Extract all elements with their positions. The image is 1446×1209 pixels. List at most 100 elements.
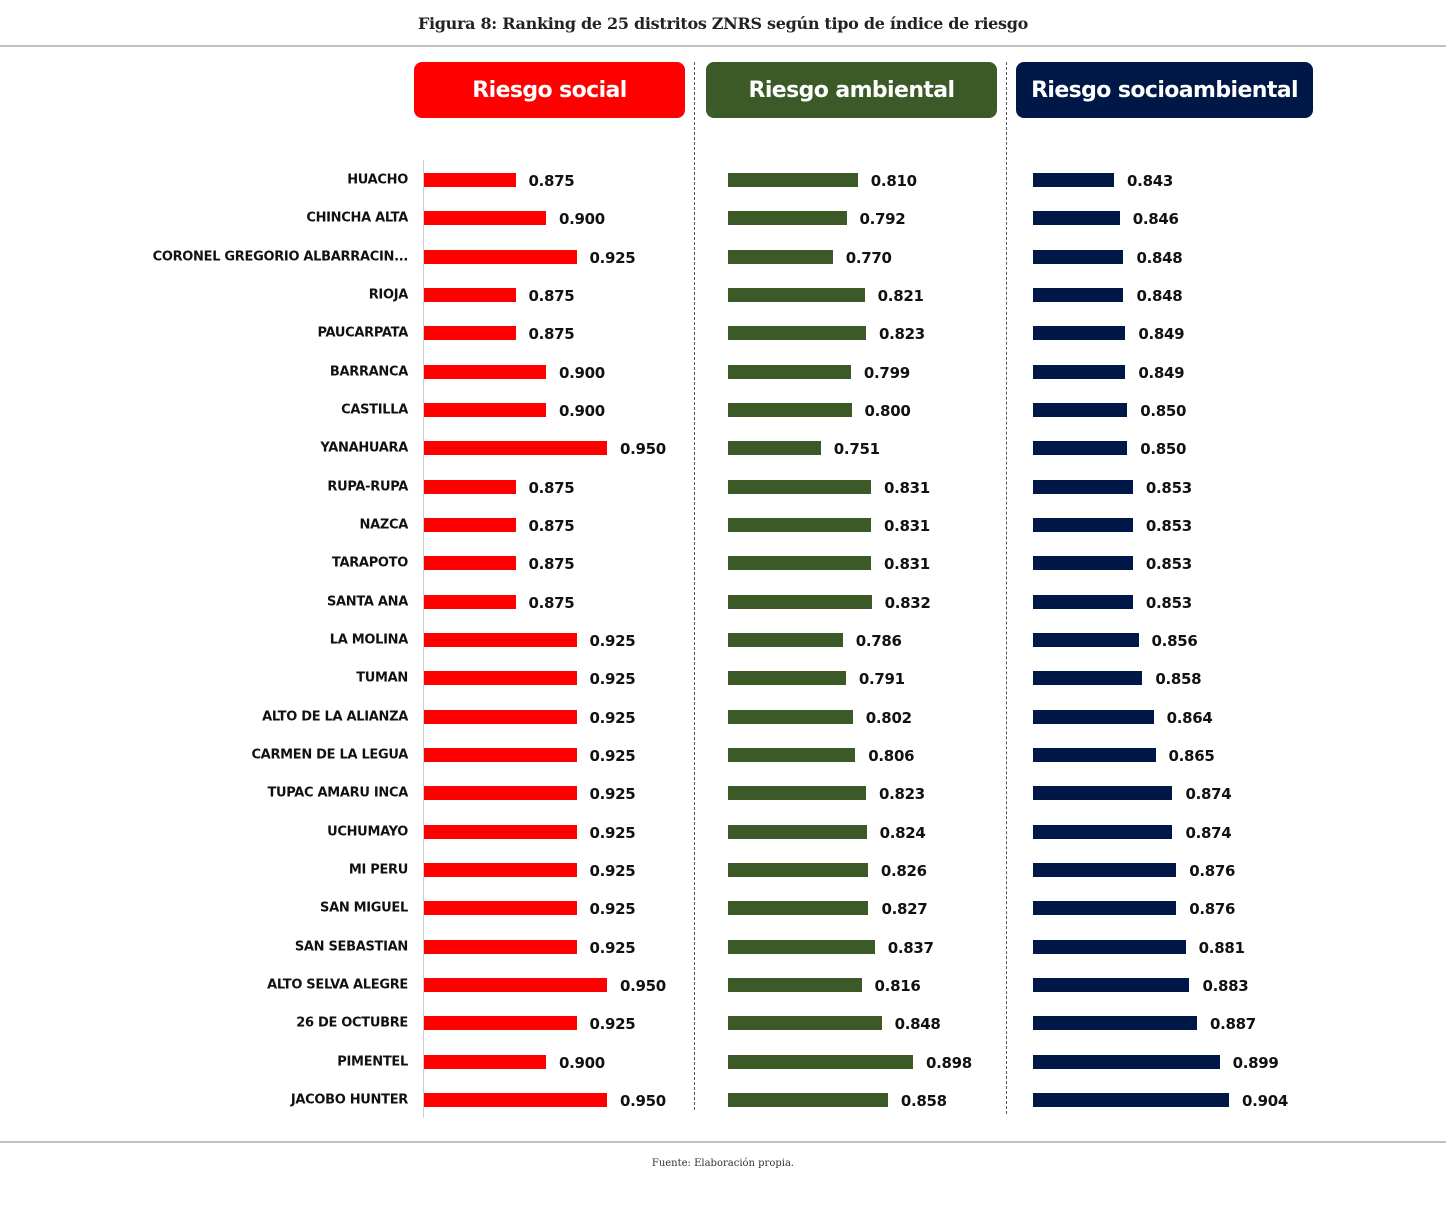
bar-social: [424, 671, 577, 686]
bar-socioambiental: [1033, 249, 1124, 264]
category-label: CHINCHA ALTA: [306, 210, 408, 226]
category-label: SANTA ANA: [326, 594, 408, 610]
value-label-socioambiental: 0.853: [1145, 555, 1192, 574]
value-label-social: 0.900: [559, 363, 605, 382]
bar-social: [424, 632, 577, 647]
bar-ambiental: [728, 1092, 888, 1107]
category-label: RIOJA: [368, 287, 409, 303]
bar-social: [424, 556, 516, 571]
value-label-ambiental: 0.799: [863, 363, 910, 382]
bar-socioambiental: [1033, 287, 1124, 302]
bar-socioambiental: [1033, 594, 1133, 609]
category-label: HUACHO: [347, 172, 408, 188]
value-label-ambiental: 0.823: [878, 785, 925, 804]
bar-ambiental: [728, 977, 862, 992]
value-label-socioambiental: 0.853: [1145, 593, 1192, 612]
category-label: CORONEL GREGORIO ALBARRACIN...: [152, 249, 409, 265]
value-label-social: 0.925: [589, 823, 636, 842]
value-label-socioambiental: 0.856: [1151, 631, 1198, 650]
value-label-socioambiental: 0.848: [1136, 248, 1183, 267]
bar-ambiental: [728, 326, 866, 341]
value-label-ambiental: 0.858: [900, 1091, 947, 1110]
category-label: JACOBO HUNTER: [290, 1092, 408, 1108]
bar-ambiental: [728, 594, 872, 609]
bar-socioambiental: [1033, 709, 1154, 724]
bar-socioambiental: [1033, 556, 1133, 571]
value-label-ambiental: 0.792: [859, 210, 906, 229]
value-label-socioambiental: 0.899: [1232, 1053, 1279, 1072]
category-label: CARMEN DE LA LEGUA: [251, 747, 408, 763]
bar-socioambiental: [1033, 862, 1177, 877]
value-label-socioambiental: 0.848: [1136, 286, 1183, 305]
bar-socioambiental: [1033, 901, 1177, 916]
value-label-socioambiental: 0.881: [1198, 938, 1245, 957]
category-label: SAN MIGUEL: [320, 900, 408, 916]
value-label-ambiental: 0.810: [870, 172, 917, 190]
bar-ambiental: [728, 786, 866, 801]
bar-ambiental: [728, 671, 846, 686]
value-label-social: 0.925: [589, 248, 636, 267]
bar-social: [424, 709, 577, 724]
value-label-socioambiental: 0.904: [1242, 1091, 1288, 1110]
value-label-social: 0.925: [589, 785, 636, 804]
category-label: RUPA-RUPA: [327, 479, 408, 495]
bar-social: [424, 977, 607, 992]
value-label-socioambiental: 0.864: [1166, 708, 1213, 727]
bar-ambiental: [728, 747, 856, 762]
bottom-rule: [0, 1141, 1446, 1143]
value-label-social: 0.875: [528, 516, 575, 535]
figure-title: Figura 8: Ranking de 25 distritos ZNRS s…: [417, 14, 1029, 33]
bar-socioambiental: [1033, 1016, 1197, 1031]
value-label-social: 0.900: [559, 210, 605, 229]
category-label: BARRANCA: [329, 364, 408, 380]
column-divider: [1006, 62, 1007, 1114]
value-label-ambiental: 0.837: [887, 938, 934, 957]
bar-social: [424, 862, 577, 877]
bar-socioambiental: [1033, 786, 1173, 801]
value-label-ambiental: 0.898: [925, 1053, 972, 1072]
header-riesgo-social: Riesgo social: [414, 62, 685, 118]
bar-ambiental: [728, 709, 853, 724]
value-label-social: 0.925: [589, 861, 636, 880]
value-label-ambiental: 0.848: [894, 1015, 941, 1034]
value-label-ambiental: 0.806: [868, 746, 915, 765]
value-label-social: 0.950: [620, 976, 666, 995]
header-riesgo-socioambiental: Riesgo socioambiental: [1016, 62, 1313, 118]
bar-ambiental: [728, 862, 868, 877]
value-label-social: 0.875: [528, 325, 575, 344]
top-rule: [0, 45, 1446, 47]
value-label-social: 0.900: [559, 1053, 605, 1072]
column-divider: [694, 62, 695, 1110]
bar-ambiental: [728, 287, 865, 302]
category-label: YANAHUARA: [320, 440, 408, 456]
value-label-socioambiental: 0.876: [1189, 900, 1236, 919]
bar-social: [424, 326, 516, 341]
bar-socioambiental: [1033, 364, 1126, 379]
value-label-social: 0.875: [528, 478, 575, 497]
value-label-socioambiental: 0.865: [1168, 746, 1215, 765]
bar-socioambiental: [1033, 1092, 1230, 1107]
value-label-social: 0.950: [620, 440, 666, 459]
value-label-social: 0.925: [589, 746, 636, 765]
value-label-ambiental: 0.823: [878, 325, 925, 344]
category-label: SAN SEBASTIAN: [294, 939, 408, 955]
bar-ambiental: [728, 173, 858, 187]
bar-social: [424, 249, 577, 264]
value-label-socioambiental: 0.853: [1145, 478, 1192, 497]
bar-ambiental: [728, 1016, 882, 1031]
value-label-social: 0.875: [528, 555, 575, 574]
bar-social: [424, 441, 607, 456]
value-label-ambiental: 0.831: [883, 516, 930, 535]
value-label-ambiental: 0.832: [884, 593, 931, 612]
value-label-socioambiental: 0.843: [1127, 172, 1173, 190]
category-label: 26 DE OCTUBRE: [296, 1015, 408, 1031]
value-label-ambiental: 0.800: [864, 401, 911, 420]
bar-ambiental: [728, 364, 851, 379]
bar-socioambiental: [1033, 939, 1186, 954]
value-label-social: 0.900: [559, 401, 605, 420]
bar-socioambiental: [1033, 632, 1139, 647]
value-label-socioambiental: 0.876: [1189, 861, 1236, 880]
category-label: NAZCA: [359, 517, 409, 533]
bar-social: [424, 824, 577, 839]
bar-ambiental: [728, 824, 867, 839]
